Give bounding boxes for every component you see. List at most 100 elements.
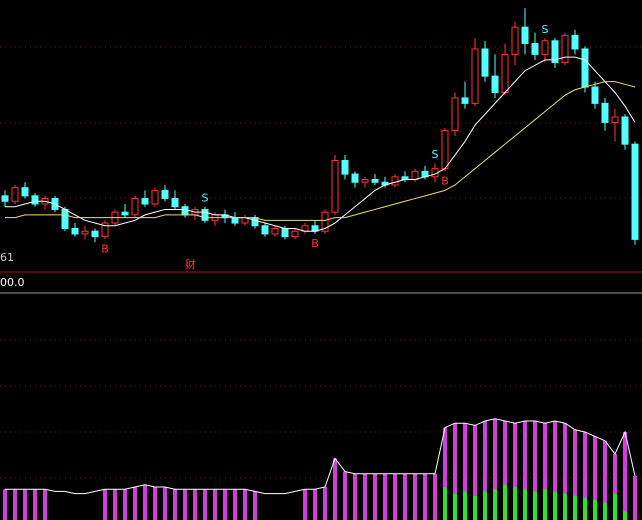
histogram-bar — [213, 489, 217, 520]
histogram-bar — [133, 487, 137, 520]
candle-body — [551, 40, 559, 64]
corner-label: 61 — [0, 251, 14, 264]
histogram-bar — [223, 489, 227, 520]
candle-body — [271, 227, 279, 235]
histogram-bar — [453, 423, 457, 520]
candle-body — [481, 48, 489, 77]
candle-body — [341, 159, 349, 175]
histogram-bar-green — [543, 489, 547, 520]
histogram-bar — [493, 418, 497, 520]
histogram-bar — [553, 421, 557, 520]
histogram-bar — [363, 473, 367, 520]
candle-body — [171, 198, 179, 208]
histogram-bar — [303, 489, 307, 520]
candle-body — [71, 227, 79, 235]
candle-body — [451, 97, 459, 132]
candle-body — [131, 198, 139, 216]
candle-body — [371, 179, 379, 183]
candle-body — [591, 86, 599, 104]
histogram-bar — [173, 489, 177, 520]
histogram-bar — [433, 473, 437, 520]
candle-body — [151, 189, 159, 205]
candle-body — [161, 189, 169, 200]
histogram-bar — [103, 489, 107, 520]
signal-label: S — [202, 192, 209, 205]
histogram-bar — [153, 487, 157, 520]
histogram-bar-green — [603, 502, 607, 520]
candle-body — [1, 195, 9, 202]
histogram-bar — [193, 489, 197, 520]
histogram-bar — [383, 473, 387, 520]
histogram-bar — [513, 423, 517, 520]
candle-body — [31, 195, 39, 205]
histogram-bar — [183, 489, 187, 520]
histogram-bar-green — [453, 493, 457, 520]
histogram-bar-green — [503, 484, 507, 520]
histogram-bar — [353, 473, 357, 520]
candle-body — [471, 48, 479, 104]
signal-label: S — [542, 23, 549, 36]
histogram-bar — [483, 421, 487, 520]
moving-average — [5, 56, 636, 232]
histogram-bar-green — [563, 493, 567, 520]
candle-body — [331, 159, 339, 213]
histogram-bar — [313, 489, 317, 520]
histogram-bar — [423, 473, 427, 520]
histogram-bar-green — [473, 495, 477, 520]
candle-body — [81, 230, 89, 235]
histogram-bar — [243, 489, 247, 520]
candle-body — [581, 48, 589, 88]
histogram-bar — [343, 471, 347, 520]
histogram-bar — [593, 436, 597, 520]
histogram-bar-green — [533, 491, 537, 520]
candle-body — [61, 208, 69, 229]
histogram-bar — [403, 473, 407, 520]
histogram-bar-green — [523, 489, 527, 520]
histogram-bar — [323, 487, 327, 520]
candle-body — [521, 26, 529, 45]
candle-body — [201, 208, 209, 221]
candle-body — [361, 179, 369, 183]
signal-label: S — [432, 148, 439, 161]
event-label: 财 — [185, 257, 196, 271]
histogram-bar — [523, 421, 527, 520]
candle-body — [251, 217, 259, 227]
histogram-bar-green — [573, 495, 577, 520]
histogram-bar — [623, 432, 627, 520]
candle-body — [121, 211, 129, 216]
candle-body — [621, 116, 629, 145]
candle-body — [291, 230, 299, 238]
histogram-bar — [13, 489, 17, 520]
indicator-label: 00.0 — [0, 276, 25, 289]
candle-body — [321, 211, 329, 232]
candle-body — [141, 198, 149, 205]
candle-body — [91, 230, 99, 238]
histogram-bar — [413, 473, 417, 520]
histogram-bar — [253, 491, 257, 520]
histogram-bar-green — [513, 487, 517, 520]
histogram-bar-green — [553, 491, 557, 520]
candle-body — [461, 97, 469, 104]
histogram-bar — [563, 423, 567, 520]
histogram-bar-green — [463, 491, 467, 520]
indicator-line — [5, 418, 636, 495]
histogram-bar — [143, 484, 147, 520]
histogram-bar — [503, 421, 507, 520]
histogram-bar — [633, 476, 637, 520]
candle-body — [491, 75, 499, 93]
candle-body — [101, 222, 109, 238]
histogram-bar — [163, 487, 167, 520]
histogram-bar-green — [613, 493, 617, 520]
candle-body — [631, 143, 639, 240]
histogram-bar — [573, 429, 577, 520]
histogram-bar — [43, 489, 47, 520]
signal-label: B — [311, 237, 319, 250]
histogram-bar-green — [443, 487, 447, 520]
histogram-bar — [443, 427, 447, 520]
histogram-bar-green — [493, 489, 497, 520]
histogram-bar-green — [583, 498, 587, 520]
candle-body — [411, 170, 419, 181]
histogram-bar — [583, 432, 587, 520]
